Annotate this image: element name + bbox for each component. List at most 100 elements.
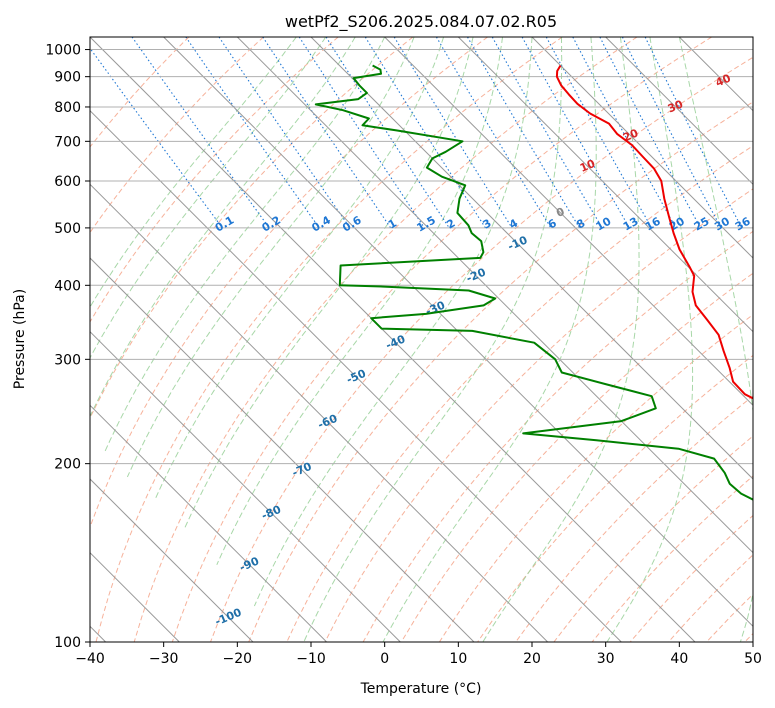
dry-adiabat-line — [90, 37, 339, 323]
mixing-ratio-line — [572, 37, 677, 229]
mixing-ratio-line — [545, 37, 653, 229]
isotherm-line — [90, 257, 475, 642]
isotherm-label: -70 — [290, 460, 314, 480]
x-tick-label: 0 — [380, 651, 389, 667]
background-lines — [90, 37, 753, 642]
chart-title: wetPf2_S206.2025.084.07.02.R05 — [285, 12, 557, 32]
y-tick-label: 300 — [54, 352, 81, 368]
x-tick-label: 20 — [523, 651, 541, 667]
x-tick-label: −20 — [223, 651, 253, 667]
isotherm-label: -40 — [384, 332, 408, 352]
mixing-ratio-line — [467, 37, 580, 229]
moist-adiabat-line — [606, 37, 694, 642]
mixing-ratio-label: 4 — [507, 216, 520, 231]
moist-adiabat-line — [155, 37, 445, 499]
mixing-ratio-label: 25 — [692, 215, 712, 234]
dry-adiabat-line — [90, 37, 264, 234]
x-tick-label: 10 — [449, 651, 467, 667]
isotherm-line — [384, 37, 753, 407]
mixing-ratio-line — [644, 37, 743, 229]
isotherm-label: -30 — [424, 298, 448, 318]
x-tick-label: −30 — [149, 651, 179, 667]
mixing-ratio-label: 0.2 — [260, 214, 283, 235]
y-tick-label: 400 — [54, 278, 81, 294]
isotherm-label: 40 — [714, 71, 733, 89]
isotherm-line — [90, 109, 622, 642]
x-axis-label: Temperature (°C) — [360, 681, 482, 697]
isotherm-line — [90, 37, 696, 642]
mixing-ratio-label: 6 — [546, 216, 559, 231]
dry-adiabat-line — [210, 56, 753, 642]
moist-adiabat-line — [303, 37, 563, 642]
moist-adiabat-line — [183, 37, 474, 530]
profile-series — [314, 64, 753, 501]
mixing-ratio-line — [325, 37, 450, 229]
y-tick-label: 800 — [54, 100, 81, 116]
isotherm-label: -90 — [238, 554, 262, 574]
moist-adiabat-line — [90, 37, 327, 359]
mixing-ratio-label: 3 — [480, 217, 493, 232]
mixing-ratio-line — [262, 37, 392, 229]
dry-adiabat-line — [515, 395, 753, 642]
moist-adiabat-line — [253, 37, 533, 607]
dry-adiabat-line — [133, 37, 638, 642]
y-axis-ticks: 100 200 300 400 500 600 700 800 900 1000 — [45, 43, 90, 651]
y-tick-label: 200 — [54, 457, 81, 473]
isotherm-line — [310, 37, 753, 480]
mixing-ratio-label: 10 — [594, 214, 614, 233]
mixing-ratio-line — [393, 37, 513, 229]
y-tick-label: 100 — [54, 635, 81, 651]
mixing-ratio-label: 2 — [444, 217, 457, 232]
mixing-ratio-line — [185, 37, 320, 229]
y-tick-label: 600 — [54, 174, 81, 190]
isotherm-line — [90, 183, 549, 642]
mixing-ratio-line — [131, 37, 270, 229]
moist-adiabat-line — [678, 37, 753, 642]
y-tick-label: 700 — [54, 134, 81, 150]
mixing-ratio-label: 30 — [712, 214, 732, 233]
dry-adiabat-line — [438, 313, 753, 642]
dewpoint-profile-line — [314, 64, 753, 501]
dry-adiabat-line — [90, 37, 488, 529]
dry-adiabat-line — [248, 101, 753, 642]
x-tick-label: 40 — [670, 651, 688, 667]
dry-adiabat-line — [324, 188, 753, 642]
x-tick-label: −40 — [75, 651, 105, 667]
dry-adiabat-line — [171, 37, 712, 642]
isotherm-line — [90, 404, 328, 642]
mixing-ratio-label: 1 — [386, 217, 399, 232]
y-tick-label: 1000 — [45, 43, 81, 59]
isotherm-label: -20 — [464, 265, 488, 285]
moist-adiabat-line — [90, 37, 356, 418]
isotherm-line — [678, 37, 753, 112]
mixing-ratio-label: 0.1 — [213, 214, 236, 235]
mixing-ratio-label: 36 — [733, 214, 753, 233]
x-tick-label: −10 — [296, 651, 326, 667]
dry-adiabat-line — [90, 37, 414, 420]
dry-adiabat-line — [95, 37, 563, 642]
temperature-profile-line — [555, 64, 753, 400]
x-tick-label: 50 — [744, 651, 762, 667]
mixing-ratio-line — [218, 37, 351, 229]
y-tick-label: 500 — [54, 221, 81, 237]
dry-adiabat-line — [400, 272, 753, 642]
mixing-ratio-label: 0.4 — [310, 213, 334, 234]
isotherm-line — [531, 37, 753, 259]
isotherm-label: 10 — [578, 157, 597, 175]
moist-adiabat-line — [90, 37, 297, 309]
isotherm-label: -10 — [506, 233, 530, 253]
mixing-ratio-line — [90, 47, 223, 229]
mixing-ratio-label: 8 — [574, 217, 587, 232]
isotherm-label: -60 — [316, 412, 340, 432]
isotherm-line — [236, 37, 753, 554]
dry-adiabat-line — [706, 593, 753, 642]
x-tick-label: 30 — [597, 651, 615, 667]
mixing-ratio-label: 16 — [643, 214, 663, 233]
mixing-ratio-line — [521, 37, 630, 229]
moist-adiabat-line — [382, 37, 597, 642]
moist-adiabat-line — [482, 37, 640, 642]
pressure-grid — [90, 49, 753, 642]
y-tick-label: 900 — [54, 70, 81, 86]
dry-adiabat-line — [362, 230, 753, 642]
